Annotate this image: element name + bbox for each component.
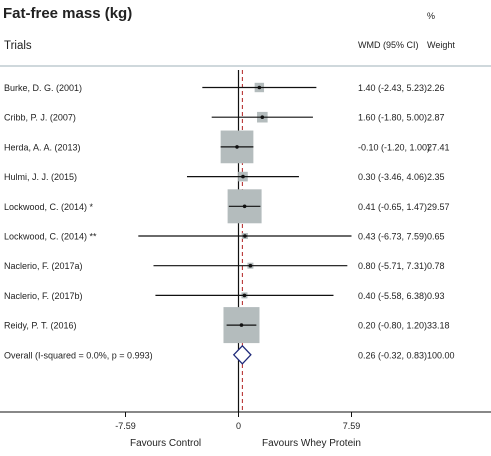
x-label-favours-whey: Favours Whey Protein [262,438,361,449]
study-row: Herda, A. A. (2013) -0.10 (-1.20, 1.00)27… [4,130,450,164]
study-row: Naclerio, F. (2017a) 0.80 (-5.71, 7.31) 0.… [4,261,445,271]
x-label-favours-control: Favours Control [130,438,201,449]
study-name: Naclerio, F. (2017a) [4,261,83,271]
study-row: Lockwood, C. (2014) * 0.41 (-0.65, 1.47) 2… [4,189,450,224]
study-row: Hulmi, J. J. (2015) 0.30 (-3.46, 4.06) 2.3… [4,171,445,182]
overall-weight-text: 100.00 [427,350,455,360]
effect-ci-text: 0.30 (-3.46, 4.06) [358,172,427,182]
weight-text: 2.26 [427,83,445,93]
effect-ci-text: 1.60 (-1.80, 5.00) [358,113,427,123]
x-tick-label: 0 [236,421,241,431]
effect-ci-text: 0.43 (-6.73, 7.59) [358,232,427,242]
weight-text: 2.35 [427,172,445,182]
effect-ci-text: 0.20 (-0.80, 1.20) [358,321,427,331]
weight-text: 0.65 [427,232,445,242]
study-name: Cribb, P. J. (2007) [4,113,76,123]
point-estimate [239,323,244,327]
study-name: Reidy, P. T. (2016) [4,321,77,331]
overall-label: Overall (I-squared = 0.0%, p = 0.993) [4,350,153,360]
study-name: Burke, D. G. (2001) [4,83,82,93]
study-name: Naclerio, F. (2017b) [4,291,83,301]
point-estimate [257,85,262,90]
overall-ci-text: 0.26 (-0.32, 0.83) [358,350,427,360]
weight-text: 29.57 [427,202,450,212]
x-tick-label: -7.59 [115,421,136,431]
effect-ci-text: 0.41 (-0.65, 1.47) [358,202,427,212]
effect-ci-text: 0.80 (-5.71, 7.31) [358,261,427,271]
weight-text: 2.87 [427,113,445,123]
overall-diamond [232,344,252,365]
study-name: Lockwood, C. (2014) ** [4,232,97,242]
effect-ci-text: 0.40 (-5.58, 6.38) [358,291,427,301]
weight-text: 33.18 [427,321,450,331]
study-name: Hulmi, J. J. (2015) [4,172,77,182]
point-estimate [235,145,239,149]
chart-title: Fat-free mass (kg) [3,5,132,22]
overall-row: Overall (I-squared = 0.0%, p = 0.993) 0.2… [4,344,455,365]
study-row: Lockwood, C. (2014) ** 0.43 (-6.73, 7.59)… [4,232,445,242]
point-estimate [241,174,245,179]
effect-header: WMD (95% CI) [358,40,419,50]
weight-text: 0.93 [427,291,445,301]
study-name: Herda, A. A. (2013) [4,142,81,152]
study-row: Naclerio, F. (2017b) 0.40 (-5.58, 6.38) 0.… [4,291,445,301]
study-rows: Burke, D. G. (2001) 1.40 (-2.43, 5.23) 2.2… [4,70,455,412]
study-row: Reidy, P. T. (2016) 0.20 (-0.80, 1.20) 33.… [4,307,450,344]
point-estimate [260,115,265,119]
weight-text: 27.41 [427,142,450,152]
x-tick-label: 7.59 [343,421,361,431]
effect-ci-text: -0.10 (-1.20, 1.00) [358,142,430,152]
study-row: Burke, D. G. (2001) 1.40 (-2.43, 5.23) 2.2… [4,82,445,93]
weight-header: Weight [427,40,455,50]
trials-header: Trials [4,40,32,52]
point-estimate [243,234,247,238]
point-estimate [242,204,247,209]
effect-ci-text: 1.40 (-2.43, 5.23) [358,83,427,93]
study-row: Cribb, P. J. (2007) 1.60 (-1.80, 5.00) 2.8… [4,111,445,123]
x-axis-ticks: -7.59 0 7.59 [115,412,360,431]
weight-text: 0.78 [427,261,445,271]
point-estimate [242,293,247,298]
study-name: Lockwood, C. (2014) * [4,202,94,212]
weight-header-percent: % [427,11,435,21]
point-estimate [248,263,253,268]
